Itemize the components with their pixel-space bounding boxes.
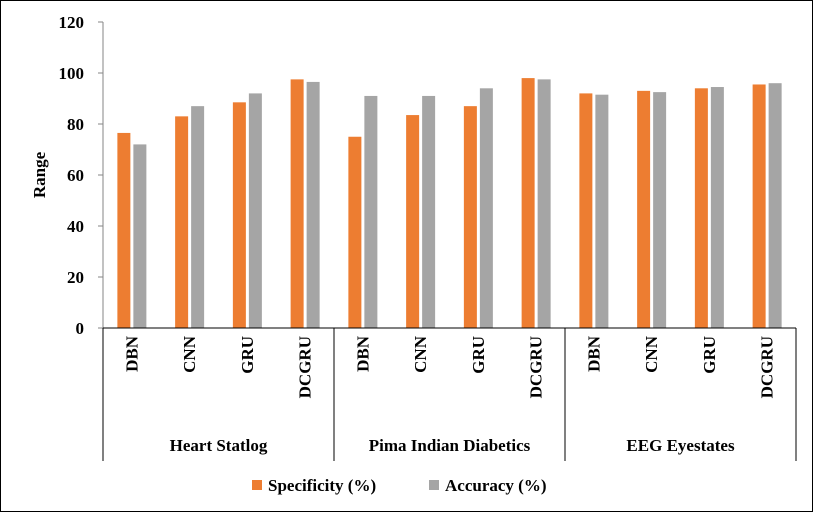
bar-accuracy-gru	[710, 87, 724, 329]
axes-group	[98, 21, 797, 461]
category-label-dbn: DBN	[353, 335, 372, 372]
bar-accuracy-dbn	[595, 94, 609, 328]
y-tick-label: 120	[59, 13, 85, 32]
bar-accuracy-gru	[248, 93, 262, 329]
bar-specificity-dbn	[117, 132, 131, 328]
category-label-gru: GRU	[469, 336, 488, 374]
bar-specificity-gru	[232, 102, 246, 328]
legend: Specificity (%) Accuracy (%)	[252, 476, 547, 495]
bar-accuracy-dcgru	[537, 79, 551, 328]
y-axis-title: Range	[30, 151, 49, 198]
bar-specificity-gru	[694, 88, 708, 328]
bar-accuracy-dbn	[364, 95, 378, 328]
y-tick-label: 100	[59, 64, 85, 83]
category-label-gru: GRU	[700, 336, 719, 374]
y-axis-tick-labels: 0 20 40 60 80 100 120	[59, 13, 85, 338]
bar-accuracy-cnn	[191, 106, 205, 329]
legend-swatch-accuracy	[429, 480, 439, 490]
group-label: Heart Statlog	[170, 436, 268, 455]
legend-label-accuracy: Accuracy (%)	[445, 476, 547, 495]
group-label: EEG Eyestates	[626, 436, 735, 455]
category-label-cnn: CNN	[642, 335, 661, 373]
bar-specificity-cnn	[637, 90, 651, 328]
bar-accuracy-dcgru	[768, 83, 782, 328]
bar-specificity-dbn	[579, 93, 593, 329]
bar-specificity-dcgru	[521, 78, 535, 328]
category-label-gru: GRU	[238, 336, 257, 374]
bar-specificity-cnn	[175, 116, 189, 328]
category-label-dcgru: DCGRU	[527, 336, 546, 398]
bar-specificity-dcgru	[290, 79, 304, 328]
y-tick-label: 0	[76, 319, 85, 338]
category-label-dcgru: DCGRU	[758, 336, 777, 398]
group-labels: Heart Statlog Pima Indian Diabetics EEG Ey…	[170, 436, 735, 455]
bar-specificity-dbn	[348, 136, 362, 328]
legend-swatch-specificity	[252, 480, 262, 490]
category-label-dbn: DBN	[584, 335, 603, 372]
bar-specificity-cnn	[406, 115, 420, 328]
y-axis-title-group: Range	[30, 151, 49, 198]
legend-label-specificity: Specificity (%)	[268, 476, 376, 495]
group-label: Pima Indian Diabetics	[369, 436, 531, 455]
y-tick-label: 80	[67, 115, 84, 134]
bar-specificity-gru	[463, 106, 477, 329]
category-label-dcgru: DCGRU	[296, 336, 315, 398]
category-label-cnn: CNN	[180, 335, 199, 373]
bar-accuracy-gru	[479, 88, 493, 328]
y-tick-label: 60	[67, 166, 84, 185]
bar-accuracy-dcgru	[306, 81, 320, 328]
bar-specificity-dcgru	[752, 84, 766, 328]
y-tick-label: 40	[67, 217, 84, 236]
category-labels: DBN CNN GRU DCGRU DBN CNN GRU DCGRU DBN CNN GRU DCG…	[122, 335, 776, 398]
category-label-cnn: CNN	[411, 335, 430, 373]
y-tick-label: 20	[67, 268, 84, 287]
bar-accuracy-cnn	[422, 95, 436, 328]
category-label-dbn: DBN	[122, 335, 141, 372]
bar-accuracy-dbn	[133, 144, 147, 328]
bar-accuracy-cnn	[653, 92, 667, 328]
bars-group	[117, 78, 782, 329]
